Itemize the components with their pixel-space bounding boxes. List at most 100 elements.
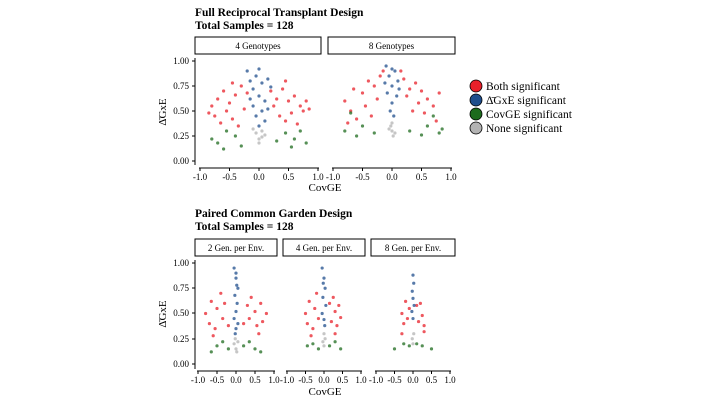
top-panel-1-series-3-point-2	[216, 141, 220, 145]
top-panel-1-series-2-point-12	[260, 109, 264, 113]
top-panel-2-series-2-point-2	[387, 74, 391, 78]
top-panel-1-series-1-point-1	[210, 104, 214, 108]
top-panel-2-series-1-point-26	[399, 69, 403, 73]
bottom-panel-1-series-1-point-11	[245, 303, 249, 308]
top-panel-2-series-1-point-5	[360, 91, 365, 95]
bottom-panel-1-points	[204, 266, 268, 354]
bottom-panel-3-points	[392, 273, 434, 351]
top-panel-1-series-2-point-6	[257, 67, 261, 71]
top-panel-2-series-1-point-7	[366, 79, 370, 83]
legend-swatch-delta	[469, 93, 483, 107]
top-panel-1-series-1-point-4	[219, 121, 223, 125]
top-panel-1-points	[207, 67, 311, 151]
top-panel-2-series-1-point-11	[378, 74, 382, 78]
bottom-panel-2-series-1-point-16	[333, 332, 337, 336]
top-panel-1-series-1-point-11	[239, 84, 243, 88]
top-panel-2-series-3-point-8	[437, 131, 441, 135]
top-panel-2-series-2-point-8	[390, 101, 394, 105]
top-panel-2-series-4-point-3	[389, 124, 393, 128]
bottom-panel-3-x-tick-label-2: -0.5	[387, 375, 402, 385]
bottom-y-axis-title-text: Δ̄GxE	[157, 300, 169, 328]
top-panel-1-x-tick-label-3: 0.0	[253, 172, 265, 182]
top-panel-1-series-4-point-3	[260, 129, 264, 133]
bottom-panel-1-series-1-point-16	[259, 301, 263, 305]
legend-swatch-none	[469, 121, 483, 135]
bottom-panel-2-series-1-point-4	[311, 327, 315, 331]
bottom-panel-3-series-4-point-3	[412, 332, 416, 336]
top-panel-2-points	[343, 64, 444, 138]
bottom-panel-3-series-4-point-2	[411, 342, 415, 346]
bottom-panel-1-series-1-point-5	[215, 306, 219, 311]
top-panel-2-series-3-point-4	[372, 131, 376, 135]
top-panel-1-series-1-point-22	[292, 94, 296, 98]
bottom-panel-3-series-1-point-11	[400, 332, 404, 336]
top-panel-1-series-4-point-6	[257, 141, 261, 145]
top-panel-1-x-tick-label-1: -1.0	[193, 172, 208, 182]
top-panel-1-series-2-point-15	[257, 124, 261, 128]
bottom-panel-1-series-3-point-5	[247, 340, 251, 344]
top-panel-1-series-1-point-2	[213, 114, 217, 118]
top-panel-2-series-1-point-14	[408, 87, 412, 91]
top-x-axis-title: CovGE	[309, 182, 342, 194]
top-panel-1-series-2-point-2	[248, 79, 252, 83]
top-panel-2-x-tick-label-1: -1.0	[326, 172, 341, 182]
top-panel-1-series-2-point-13	[254, 114, 258, 118]
bottom-panel-1-series-2-point-11	[235, 283, 239, 287]
top-panel-2-series-1-point-9	[372, 84, 376, 88]
top-panel-1-series-1-point-10	[236, 124, 240, 128]
bottom-panel-3-series-1-point-2	[402, 322, 406, 326]
top-panel-2-series-2-point-5	[396, 79, 400, 83]
top-panel-1-series-1-point-18	[281, 87, 285, 91]
bottom-panel-1-series-4-point-2	[234, 347, 238, 351]
top-panel-2-series-1-point-3	[352, 87, 356, 91]
top-panel-1-series-1-point-26	[304, 99, 308, 103]
legend-label-both: Both significant	[486, 81, 561, 93]
bottom-panel-3-series-1-point-1	[400, 311, 404, 316]
bottom-panel-2-series-1-point-7	[316, 316, 321, 321]
bottom-panel-1-x-tick-label-5: 1.0	[268, 375, 280, 385]
top-panel-1-series-1-point-17	[278, 114, 282, 118]
bottom-panel-2-strip	[282, 238, 366, 257]
legend-label-none: None significant	[486, 123, 563, 135]
bottom-panel-3-x-tick-label-4: 0.5	[426, 375, 438, 385]
top-panel-2-series-4-point-2	[391, 134, 395, 138]
top-panel-1-series-2-point-8	[263, 99, 267, 103]
bottom-panel-2-series-1-point-14	[339, 315, 343, 320]
bottom-y-tick-label-4: 0.25	[173, 334, 189, 344]
top-panel-1-series-1-point-29	[230, 81, 235, 85]
bottom-panel-1-strip	[194, 238, 278, 257]
bottom-panel-1-series-1-point-7	[221, 316, 225, 321]
top-panel-2-x-tick-label-2: -0.5	[355, 172, 370, 182]
bottom-panel-2-series-4-point-1	[321, 340, 325, 344]
top-panel-2-series-1-point-18	[419, 89, 424, 93]
top-panel-2-series-1-point-6	[363, 104, 368, 108]
top-panel-2-series-2-point-9	[388, 109, 392, 113]
bottom-panel-2-series-1-point-8	[327, 301, 332, 305]
top-panel-1-series-3-point-9	[298, 129, 302, 133]
bottom-panel-2-series-2-point-9	[321, 281, 325, 285]
bottom-panel-2-series-1-point-9	[329, 319, 333, 324]
top-panel-2-series-4-point-5	[387, 127, 391, 131]
bottom-panel-2-series-1-point-11	[333, 309, 337, 314]
bottom-panel-1-series-2-point-5	[235, 301, 239, 305]
top-y-tick-label-1: 1.00	[173, 56, 189, 66]
bottom-panel-3-series-3-point-1	[402, 342, 406, 346]
top-panel-1-x-tick-label-4: 0.5	[283, 172, 295, 182]
bottom-x-ticks: -1.0 -0.5 0.0 0.5 1.0 -1.0 -0.5 0.0 0.5 1.0 -1.0 -0…	[191, 371, 456, 385]
bottom-panel-1-series-3-point-8	[259, 350, 263, 354]
bottom-panel-1-series-2-point-2	[234, 276, 238, 280]
bottom-panel-2-x-tick-label-4: 0.5	[337, 375, 349, 385]
top-chart-title: Full Reciprocal Transplant Design	[195, 7, 364, 19]
top-panel-2-x-tick-label-4: 0.5	[416, 172, 428, 182]
top-panel-1-series-4-point-4	[251, 127, 255, 131]
bottom-panel-3-strip-label: 8 Gen. per Env.	[385, 243, 441, 253]
top-panel-1-series-1-point-27	[207, 111, 211, 115]
top-panel-1-series-2-point-17	[266, 107, 270, 111]
top-panel-1-series-3-point-7	[283, 131, 288, 135]
top-panel-1-series-1-point-25	[301, 109, 305, 113]
top-panel-1-series-3-point-6	[275, 139, 279, 143]
top-panel-2-series-4-point-1	[390, 129, 394, 133]
top-panel-2-series-1-point-22	[437, 91, 441, 95]
bottom-panel-3-series-3-point-5	[392, 347, 397, 351]
